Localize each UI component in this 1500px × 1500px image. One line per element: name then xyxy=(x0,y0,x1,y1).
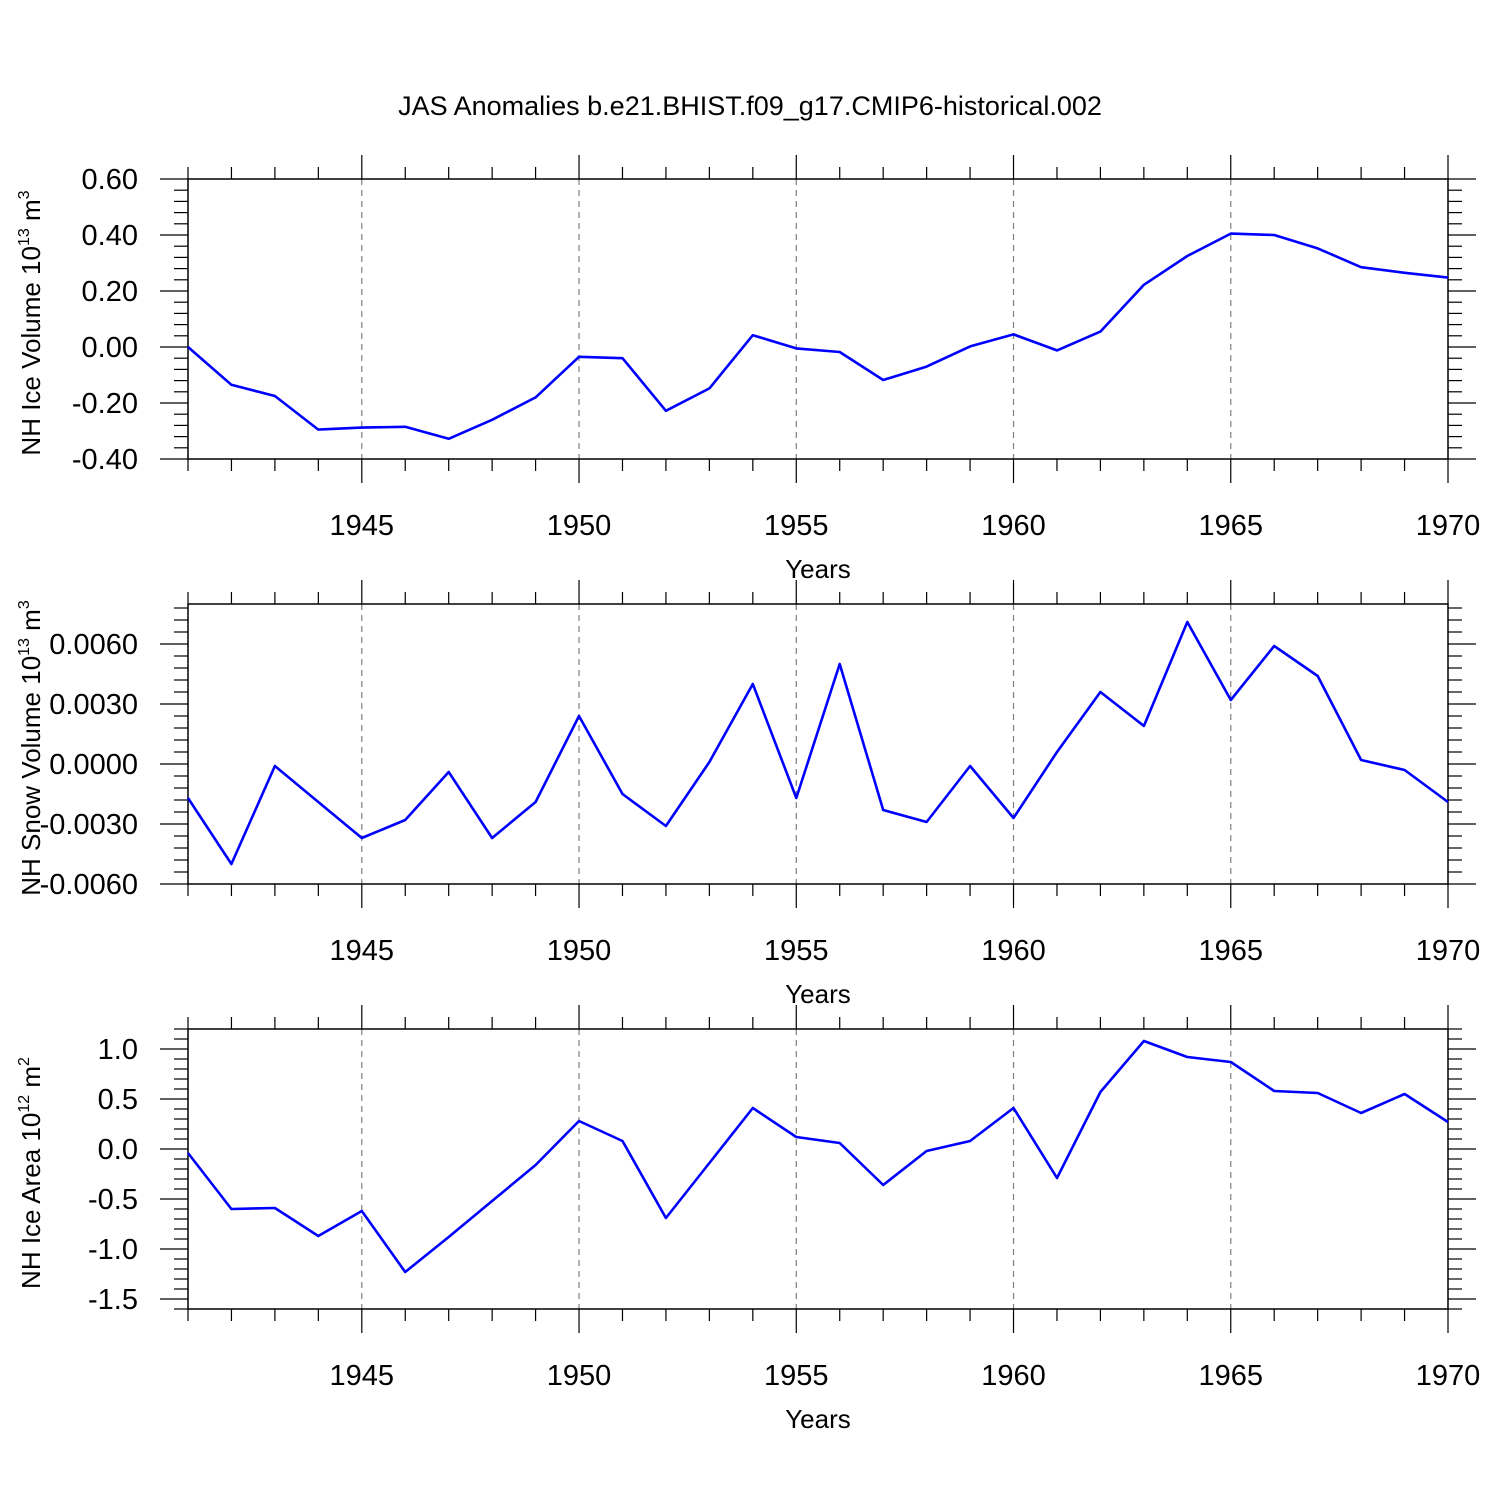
y-tick-label: 0.0060 xyxy=(49,629,138,661)
x-tick-label: 1955 xyxy=(764,510,829,542)
y-tick-label: 0.5 xyxy=(98,1084,138,1116)
x-tick-label: 1950 xyxy=(547,1360,612,1392)
panels: -0.40 -0.20 0.00 0.20 0.40 0.60 1945 1950 1955 19… xyxy=(16,155,1480,1434)
y-tick-label: 0.00 xyxy=(82,332,138,364)
plot-frame xyxy=(187,603,1449,885)
x-tick-label: 1960 xyxy=(981,1360,1046,1392)
y-tick-label: -0.20 xyxy=(72,388,138,420)
y-tick-label: 0.60 xyxy=(82,164,138,196)
x-axis-label: Years xyxy=(785,979,851,1009)
x-tick-label: 1970 xyxy=(1416,1360,1481,1392)
y-axis-label: NH Ice Area 1012 m2 xyxy=(16,1057,46,1289)
x-tick-label: 1965 xyxy=(1199,510,1264,542)
x-tick-label: 1955 xyxy=(764,935,829,967)
chart-panel-1: -0.40 -0.20 0.00 0.20 0.40 0.60 1945 1950 1955 19… xyxy=(16,155,1480,584)
y-tick-label: -0.5 xyxy=(88,1184,138,1216)
y-tick-label: -1.0 xyxy=(88,1234,138,1266)
y-tick-label: -0.0030 xyxy=(40,809,138,841)
chart-panel-3: -1.5 -1.0 -0.5 0.0 0.5 1.0 1945 1950 1955 1960 196… xyxy=(16,1005,1480,1434)
x-tick-label: 1970 xyxy=(1416,510,1481,542)
x-tick-label: 1965 xyxy=(1199,1360,1264,1392)
x-tick-label: 1970 xyxy=(1416,935,1481,967)
x-axis-label: Years xyxy=(785,1404,851,1434)
chart-panel-2: -0.0060 -0.0030 0.0000 0.0030 0.0060 1945 1950… xyxy=(16,580,1480,1009)
x-tick-label: 1960 xyxy=(981,935,1046,967)
y-tick-label: -0.40 xyxy=(72,444,138,476)
plot-frame xyxy=(187,178,1449,460)
x-tick-label: 1950 xyxy=(547,510,612,542)
y-tick-label: 1.0 xyxy=(98,1034,138,1066)
y-tick-label: 0.40 xyxy=(82,220,138,252)
y-axis-label: NH Ice Volume 1013 m3 xyxy=(16,190,46,455)
y-tick-label: -1.5 xyxy=(88,1284,138,1316)
figure-title: JAS Anomalies b.e21.BHIST.f09_g17.CMIP6-… xyxy=(398,91,1102,121)
y-tick-label: 0.0 xyxy=(98,1134,138,1166)
y-axis-label: NH Snow Volume 1013 m3 xyxy=(16,600,46,896)
series-line xyxy=(186,1039,1449,1274)
series-line xyxy=(186,620,1449,866)
y-tick-label: -0.0060 xyxy=(40,869,138,901)
x-tick-label: 1945 xyxy=(330,1360,395,1392)
x-axis-label: Years xyxy=(785,554,851,584)
x-tick-label: 1945 xyxy=(330,935,395,967)
x-tick-label: 1955 xyxy=(764,1360,829,1392)
series-line xyxy=(187,232,1449,441)
y-tick-label: 0.20 xyxy=(82,276,138,308)
plot-frame xyxy=(187,1028,1449,1310)
y-tick-label: 0.0000 xyxy=(49,749,138,781)
x-tick-label: 1965 xyxy=(1199,935,1264,967)
y-tick-label: 0.0030 xyxy=(49,689,138,721)
x-tick-label: 1950 xyxy=(547,935,612,967)
x-tick-label: 1945 xyxy=(330,510,395,542)
x-tick-label: 1960 xyxy=(981,510,1046,542)
